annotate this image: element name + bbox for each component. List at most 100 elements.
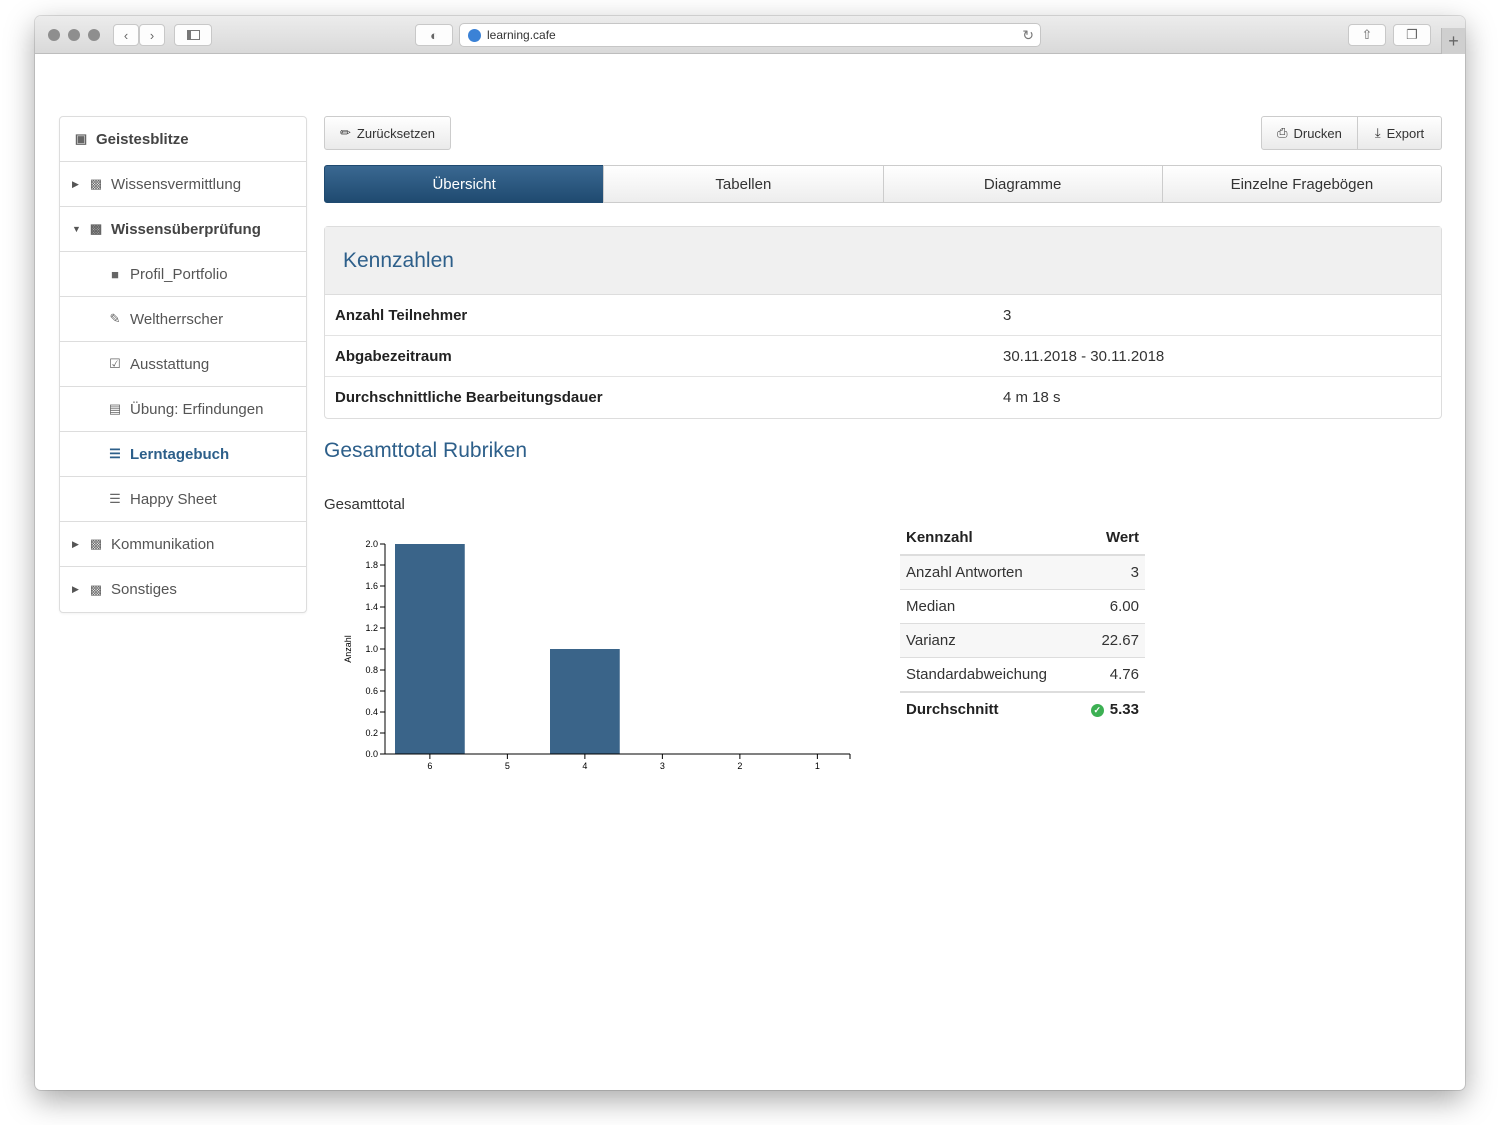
reset-button[interactable]: ✏ Zurücksetzen: [324, 116, 451, 150]
y-tick-label: 1.2: [365, 623, 378, 633]
share-icon: ⇧: [1361, 27, 1373, 42]
stats-key: Anzahl Antworten: [900, 554, 1076, 590]
download-icon: ⤓: [1374, 125, 1381, 140]
minimize-window-button[interactable]: [68, 29, 80, 41]
sidebar-item-uebung-erfindungen[interactable]: ▤ Übung: Erfindungen: [60, 387, 306, 432]
kennzahl-value: 3: [1003, 306, 1012, 324]
browser-window: ‹ › ◐ learning.cafe ↻ ⇧ ❐ + ▣ Geistesbli…: [35, 16, 1465, 1090]
close-window-button[interactable]: [48, 29, 60, 41]
kennzahl-key: Abgabezeitraum: [335, 347, 452, 365]
sidebar-item-label: Happy Sheet: [130, 490, 217, 508]
x-tick-label: 3: [660, 761, 665, 771]
sidebar-item-label: Kommunikation: [111, 535, 215, 553]
stats-key: Standardabweichung: [900, 657, 1076, 692]
stats-total-cell: ✓ 5.33: [1075, 691, 1145, 726]
share-button[interactable]: ⇧: [1348, 24, 1386, 46]
caret-down-icon: ▼: [72, 224, 81, 234]
table-row: Anzahl Antworten 3: [900, 554, 1145, 590]
cubes-icon: ▩: [89, 176, 103, 191]
section-title: Gesamttotal Rubriken: [324, 439, 528, 462]
stats-total-value: 5.33: [1109, 701, 1139, 718]
privacy-button[interactable]: ◐: [415, 24, 453, 46]
sidebar-item-geistesblitze[interactable]: ▣ Geistesblitze: [60, 117, 306, 162]
y-tick-label: 1.0: [365, 644, 378, 654]
kennzahl-row: Abgabezeitraum 30.11.2018 - 30.11.2018: [325, 336, 1441, 377]
sidebar-item-wissensueberpruefung[interactable]: ▼ ▩ Wissensüberprüfung: [60, 207, 306, 252]
table-row: Varianz 22.67: [900, 623, 1145, 658]
sidebar-item-ausstattung[interactable]: ☑ Ausstattung: [60, 342, 306, 387]
stats-key: Varianz: [900, 623, 1076, 658]
y-tick-label: 0.6: [365, 686, 378, 696]
stats-header-value: Wert: [1075, 521, 1145, 556]
caret-right-icon: ▶: [72, 538, 79, 549]
stats-key: Median: [900, 589, 1076, 624]
check-square-icon: ☑: [109, 356, 121, 371]
print-button[interactable]: ⎙ Drucken: [1261, 116, 1358, 150]
tabs-overview-button[interactable]: ❐: [1393, 24, 1431, 46]
briefcase-icon: ■: [111, 266, 119, 282]
sidebar-item-label: Weltherrscher: [130, 310, 224, 328]
sidebar-item-profil-portfolio[interactable]: ■ Profil_Portfolio: [60, 252, 306, 297]
x-tick-label: 1: [815, 761, 820, 771]
y-tick-label: 1.6: [365, 581, 378, 591]
x-tick-label: 5: [505, 761, 510, 771]
kennzahl-row: Durchschnittliche Bearbeitungsdauer 4 m …: [325, 377, 1441, 418]
caret-right-icon: ▶: [72, 178, 79, 189]
browser-titlebar: ‹ › ◐ learning.cafe ↻ ⇧ ❐ +: [35, 16, 1465, 54]
y-tick-label: 0.8: [365, 665, 378, 675]
sidebar-item-kommunikation[interactable]: ▶ ▩ Kommunikation: [60, 522, 306, 567]
sliders-icon: ☰: [109, 446, 121, 461]
shield-icon: ◐: [430, 27, 438, 43]
sidebar-item-label: Geistesblitze: [96, 130, 189, 148]
sidebar-item-label: Lerntagebuch: [130, 445, 230, 463]
kennzahl-value: 4 m 18 s: [1003, 389, 1061, 406]
print-icon: ⎙: [1277, 125, 1288, 140]
bar-chart: 0.0 0.2 0.4 0.6 0.8 1.0 1.2 1.4 1.6 1.8 2.0 6 5 4 3 2 1 A…: [343, 539, 851, 771]
kennzahl-row: Anzahl Teilnehmer 3: [325, 295, 1441, 336]
stats-value: 22.67: [1075, 623, 1145, 658]
reset-label: Zurücksetzen: [356, 125, 435, 141]
sidebar-item-label: Sonstiges: [111, 581, 177, 598]
sidebar-item-label: Ausstattung: [130, 355, 210, 373]
sidebar-item-sonstiges[interactable]: ▶ ▩ Sonstiges: [60, 567, 306, 612]
forward-button[interactable]: ›: [139, 24, 165, 46]
kennzahl-key: Durchschnittliche Bearbeitungsdauer: [335, 389, 603, 406]
sidebar-item-happy-sheet[interactable]: ☰ Happy Sheet: [60, 477, 306, 522]
address-bar[interactable]: learning.cafe ↻: [459, 23, 1041, 47]
sidebar-nav: ▣ Geistesblitze ▶ ▩ Wissensvermittlung ▼…: [59, 116, 307, 613]
new-tab-button[interactable]: +: [1441, 28, 1465, 54]
kennzahl-key: Anzahl Teilnehmer: [335, 306, 468, 324]
sidebar-item-lerntagebuch[interactable]: ☰ Lerntagebuch: [60, 432, 306, 477]
sidebar-item-wissensvermittlung[interactable]: ▶ ▩ Wissensvermittlung: [60, 162, 306, 207]
x-tick-label: 6: [427, 761, 432, 771]
tab-tabellen[interactable]: Tabellen: [603, 165, 884, 203]
tab-uebersicht[interactable]: Übersicht: [324, 165, 605, 203]
export-label: Export: [1386, 125, 1425, 141]
table-row-total: Durchschnitt ✓ 5.33: [900, 691, 1145, 726]
zoom-window-button[interactable]: [88, 29, 100, 41]
caret-right-icon: ▶: [72, 584, 79, 594]
archive-icon: ▤: [108, 401, 122, 416]
sidebar-item-weltherrscher[interactable]: ✎ Weltherrscher: [60, 297, 306, 342]
table-row: Median 6.00: [900, 589, 1145, 624]
tab-diagramme[interactable]: Diagramme: [882, 165, 1163, 203]
sidebar-item-label: Wissensvermittlung: [111, 175, 242, 193]
url-text: learning.cafe: [487, 28, 556, 42]
cubes-icon: ▩: [89, 221, 103, 236]
tab-einzelne-frageboegen[interactable]: Einzelne Fragebögen: [1161, 165, 1442, 203]
check-circle-icon: ✓: [1090, 704, 1104, 717]
sidebar-item-label: Profil_Portfolio: [130, 265, 228, 283]
sidebar-icon: [186, 30, 200, 40]
x-tick-label: 4: [582, 761, 587, 771]
stats-value: 3: [1075, 554, 1145, 590]
sidebar-toggle-button[interactable]: [174, 24, 212, 46]
export-button[interactable]: ⤓ Export: [1357, 116, 1442, 150]
cubes-icon: ▩: [89, 581, 103, 597]
chevron-right-icon: ›: [149, 27, 155, 43]
chart-bar: [550, 649, 620, 754]
back-button[interactable]: ‹: [113, 24, 139, 46]
globe-icon: [468, 28, 481, 42]
chart-title: Gesamttotal: [324, 496, 405, 513]
reload-icon[interactable]: ↻: [1022, 27, 1034, 43]
cubes-icon: ▩: [89, 536, 103, 551]
